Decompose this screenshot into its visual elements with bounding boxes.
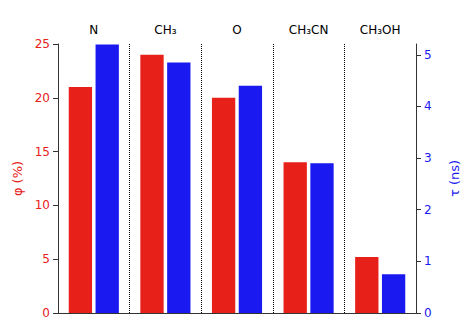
svg-text:5: 5 <box>424 48 432 62</box>
svg-text:3: 3 <box>424 151 432 165</box>
svg-text:25: 25 <box>35 37 50 51</box>
svg-text:τ (ns): τ (ns) <box>447 160 462 197</box>
svg-text:4: 4 <box>424 99 432 113</box>
svg-text:1: 1 <box>424 254 432 268</box>
svg-text:0: 0 <box>424 306 432 320</box>
svg-text:CH₃OH: CH₃OH <box>360 23 401 37</box>
svg-text:φ (%): φ (%) <box>10 161 25 196</box>
svg-text:5: 5 <box>42 252 50 266</box>
svg-text:0: 0 <box>42 306 50 320</box>
svg-text:2: 2 <box>424 203 432 217</box>
svg-text:20: 20 <box>35 91 50 105</box>
svg-text:CH₃CN: CH₃CN <box>289 23 329 37</box>
svg-text:10: 10 <box>35 198 50 212</box>
svg-text:N: N <box>89 23 98 37</box>
svg-text:15: 15 <box>35 145 50 159</box>
svg-text:O: O <box>232 23 241 37</box>
svg-text:CH₃: CH₃ <box>154 23 176 37</box>
